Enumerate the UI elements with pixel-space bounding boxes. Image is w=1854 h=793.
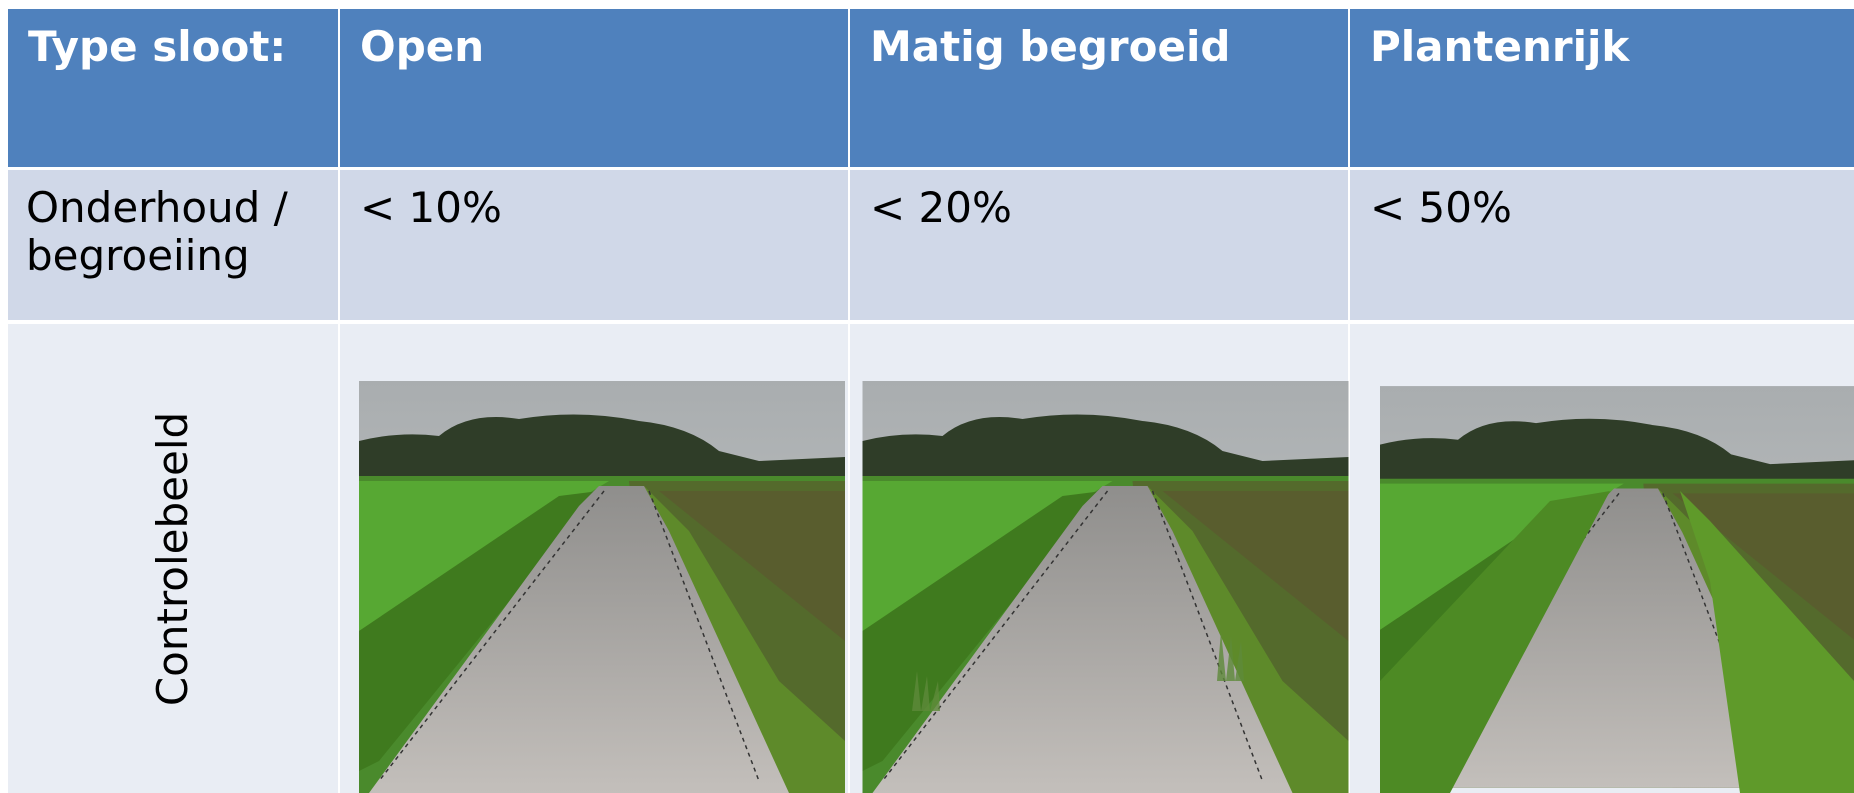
cell: < 10% bbox=[340, 170, 848, 320]
cell: < 20% bbox=[850, 170, 1348, 320]
header-cell: Matig begroeid bbox=[850, 9, 1348, 167]
photo-matig-begroeid bbox=[862, 381, 1349, 793]
header-cell: Open bbox=[340, 9, 848, 167]
row-label: Onderhoud / begroeiing bbox=[8, 170, 338, 320]
row-label-cell: Controlebeeld bbox=[8, 324, 338, 793]
row-label: Controlebeeld bbox=[149, 411, 197, 705]
header-cell: Type sloot: bbox=[8, 9, 338, 167]
cell: < 50% bbox=[1350, 170, 1854, 320]
photo-open bbox=[359, 381, 845, 793]
photo-plantenrijk bbox=[1380, 381, 1854, 793]
header-cell: Plantenrijk bbox=[1350, 9, 1854, 167]
page: Type sloot: Open Matig begroeid Plantenr… bbox=[0, 0, 1854, 793]
